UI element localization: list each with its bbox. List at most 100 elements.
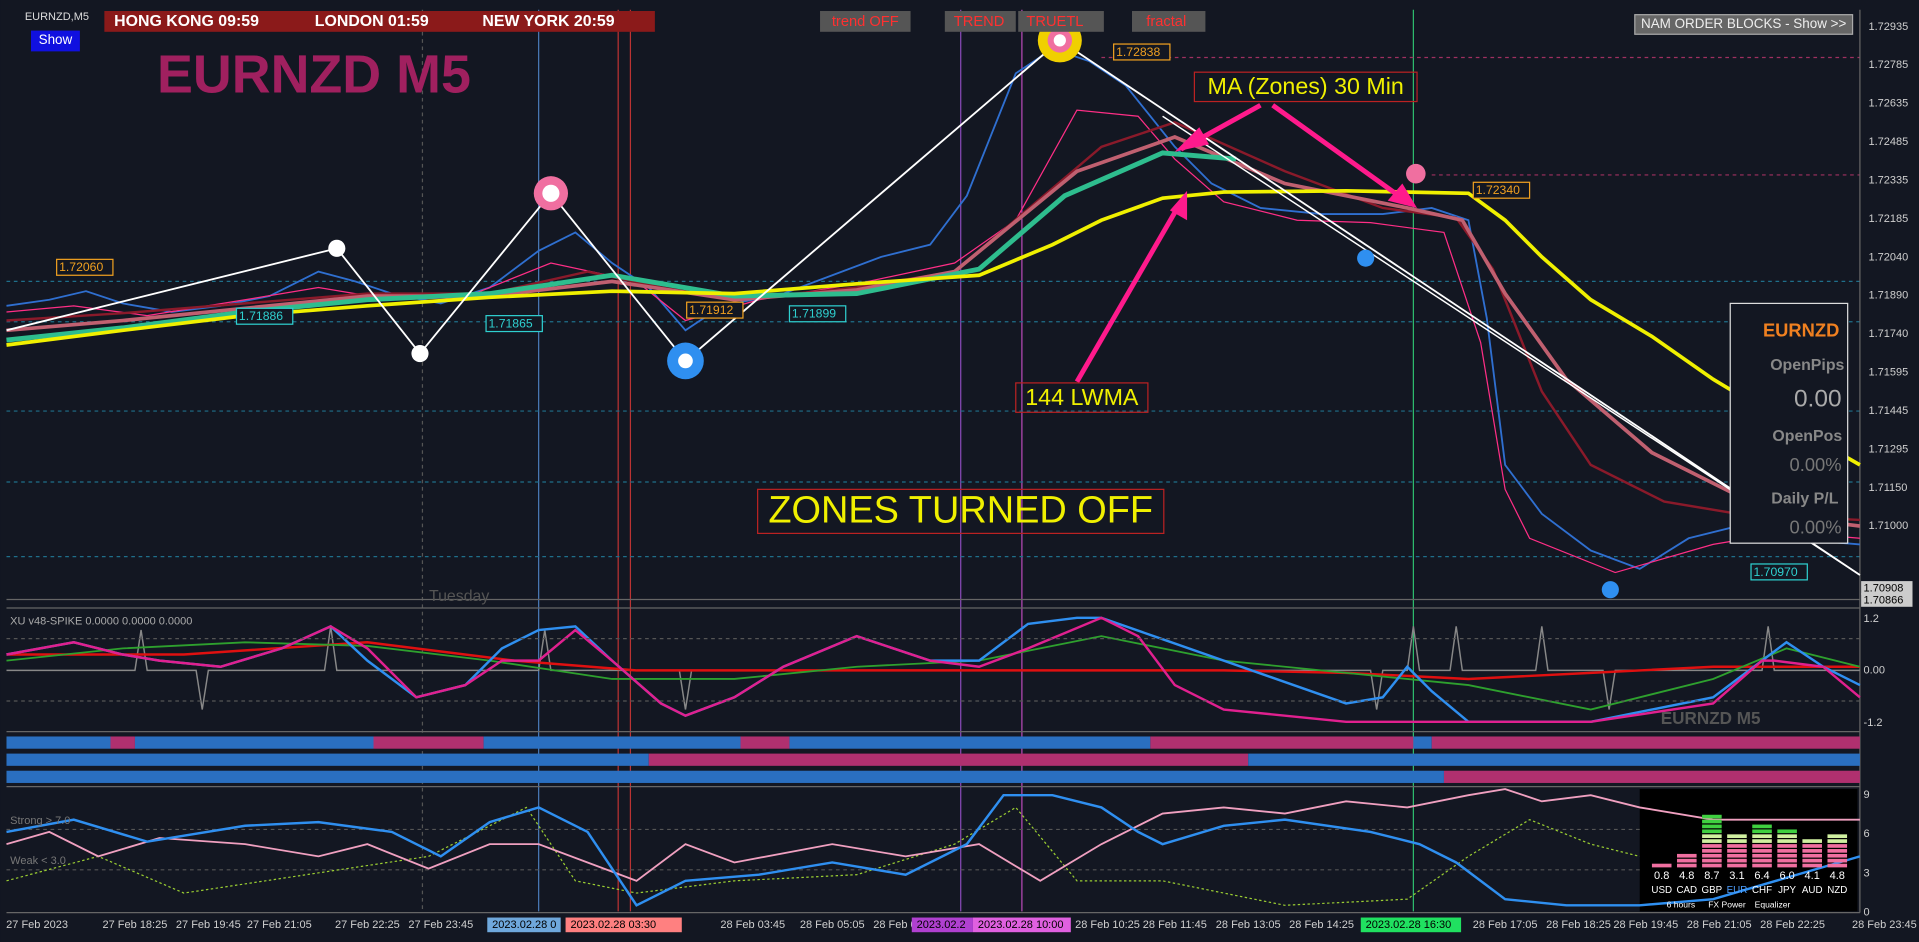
time-marker-box: [911, 917, 973, 933]
time-label: 28 Feb 22:25: [1760, 919, 1825, 931]
equalizer-footer: 6 hours: [1667, 900, 1696, 910]
trend-bar: [1431, 736, 1860, 749]
currency: CHF: [1752, 885, 1772, 896]
toolbar-button[interactable]: [820, 11, 911, 32]
price-axis-label: 1.72935: [1868, 21, 1908, 33]
time-label: 28 Feb 14:25: [1289, 919, 1354, 931]
show-button[interactable]: [30, 30, 80, 52]
price-label-box: [1472, 181, 1531, 199]
price-label-box: [1750, 563, 1808, 581]
currency: JPY: [1778, 885, 1796, 896]
price-axis-label: 1.71445: [1868, 405, 1908, 417]
equalizer-cell: [1727, 834, 1747, 839]
price-axis-label: 1.71595: [1868, 367, 1908, 379]
equalizer-cell: [1677, 853, 1697, 858]
equalizer-cell: [1752, 849, 1772, 853]
time-marker: 2023.02.28 10:00: [978, 919, 1064, 931]
currency-value: 4.8: [1679, 870, 1694, 882]
currency: CAD: [1676, 885, 1697, 896]
equalizer-cell: [1702, 849, 1722, 853]
equalizer-footer: FX Power: [1708, 900, 1746, 910]
equalizer-cell: [1727, 858, 1747, 863]
toolbar-label[interactable]: fractal: [1146, 14, 1186, 30]
equalizer-cell: [1727, 849, 1747, 853]
toolbar-label[interactable]: TREND: [954, 14, 1005, 30]
equalizer-cell: [1802, 863, 1822, 868]
time-label: 27 Feb 2023: [6, 919, 68, 931]
axis-label: 3: [1864, 867, 1870, 879]
equalizer-cell: [1752, 824, 1772, 829]
equalizer-cell: [1802, 839, 1822, 843]
show-label[interactable]: Show: [39, 32, 73, 47]
time-label: 27 Feb 21:05: [247, 919, 312, 931]
toolbar-label[interactable]: trend OFF: [832, 14, 899, 30]
trend-bar: [1150, 736, 1414, 749]
currency-value: 4.1: [1805, 870, 1820, 882]
equalizer-cell: [1702, 814, 1722, 819]
time-label: 27 Feb 18:25: [103, 919, 168, 931]
equalizer-cell: [1702, 829, 1722, 834]
axis-label: 9: [1864, 789, 1870, 801]
panel: [1729, 302, 1849, 544]
trend-bar: [110, 736, 135, 749]
current-price: 1.70866: [1864, 595, 1904, 607]
price-label: 1.71912: [689, 303, 733, 317]
currency-value: 6.0: [1779, 870, 1794, 882]
trend-bar: [483, 736, 741, 749]
toolbar-button[interactable]: [1131, 11, 1206, 32]
price-label: 1.71865: [489, 316, 533, 330]
trend-bar: [1443, 770, 1860, 783]
equalizer-cell: [1702, 858, 1722, 863]
time-marker: 2023.02.2: [917, 919, 966, 931]
equalizer-cell: [1777, 839, 1797, 843]
clock: LONDON 01:59: [315, 13, 429, 30]
panel-symbol: EURNZD: [1763, 319, 1839, 340]
time-label: 28 Feb 05:05: [800, 919, 865, 931]
currency-value: 6.4: [1754, 870, 1769, 882]
toolbar-button[interactable]: [1018, 11, 1104, 32]
price-axis-label: 1.71890: [1868, 290, 1908, 302]
time-label: 28 Feb 21:05: [1687, 919, 1752, 931]
toolbar-button[interactable]: [944, 11, 1016, 32]
clock: NEW YORK 20:59: [482, 13, 614, 30]
strength-lines: [6, 788, 1861, 907]
time-marker: 2023.02.28 0: [492, 919, 556, 931]
price-label: 1.72060: [59, 260, 103, 274]
indicator-lines: [6, 616, 1861, 724]
order-blocks-label[interactable]: NAM ORDER BLOCKS - Show >>: [1641, 16, 1847, 31]
order-blocks-button[interactable]: [1634, 14, 1854, 35]
day-label: Tuesday: [429, 588, 489, 605]
current-price-box: [1861, 581, 1913, 595]
price-label: 1.70970: [1753, 565, 1797, 579]
annotation-box: [1193, 71, 1418, 103]
equalizer-cell: [1677, 863, 1697, 868]
equalizer-cell: [1752, 863, 1772, 868]
price-label: 1.72340: [1476, 183, 1520, 197]
trend-bar: [373, 736, 484, 749]
panel-label: OpenPos: [1772, 428, 1842, 445]
equalizer-cell: [1777, 834, 1797, 839]
price-label-box: [56, 258, 114, 276]
currency-value: 0.8: [1654, 870, 1669, 882]
equalizer-cell: [1702, 853, 1722, 858]
price-label-box: [485, 315, 543, 333]
equalizer-cell: [1727, 853, 1747, 858]
trend-bar: [740, 736, 790, 749]
grid: [6, 9, 1861, 914]
labels: 1.72935 1.72785 1.72635 1.72485 1.72335 1.721…: [6, 21, 1917, 933]
equalizer-cell: [1677, 858, 1697, 863]
time-marker: 2023.02.28 16:30: [1366, 919, 1452, 931]
equalizer-cell: [1702, 819, 1722, 824]
currency: GBP: [1702, 885, 1723, 896]
chart-title: EURNZD M5: [157, 45, 471, 105]
equalizer-cell: [1752, 844, 1772, 848]
equalizer-cell: [1802, 849, 1822, 853]
symbol: EURNZD,M5: [25, 11, 89, 23]
indicator-label: XU v48-SPIKE 0.0000 0.0000 0.0000: [10, 615, 192, 627]
toolbar-label[interactable]: TRUETL: [1026, 14, 1083, 30]
time-marker-box: [1360, 917, 1462, 933]
trend-bar: [6, 736, 111, 749]
panel-value: 0.00%: [1790, 516, 1842, 537]
